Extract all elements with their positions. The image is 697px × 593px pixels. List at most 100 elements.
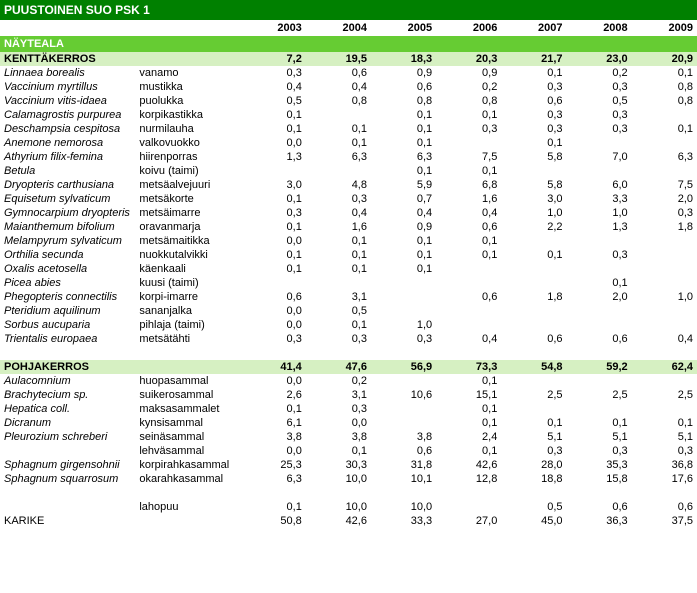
table-row: Sphagnum squarrosumokarahkasammal6,310,0…	[0, 472, 697, 486]
value-cell: 0,1	[371, 248, 436, 262]
value-cell: 0,1	[371, 136, 436, 150]
value-cell: 10,0	[371, 500, 436, 514]
finnish-name: metsäkorte	[135, 192, 240, 206]
table-row: Gymnocarpium dryopterismetsäimarre0,30,4…	[0, 206, 697, 220]
scientific-name: Deschampsia cespitosa	[0, 122, 135, 136]
value-cell	[632, 262, 697, 276]
pohjakerros-summary: POHJAKERROS41,447,656,973,354,859,262,4	[0, 360, 697, 374]
value-cell: 0,3	[501, 122, 566, 136]
data-table: PUUSTOINEN SUO PSK 120032004200520062007…	[0, 0, 697, 528]
finnish-name: sananjalka	[135, 304, 240, 318]
table-row: Vaccinium vitis-idaeapuolukka0,50,80,80,…	[0, 94, 697, 108]
value-cell: 0,3	[241, 206, 306, 220]
scientific-name: Sorbus aucuparia	[0, 318, 135, 332]
value-cell	[436, 276, 501, 290]
value-cell: 5,1	[501, 430, 566, 444]
value-cell: 6,8	[436, 178, 501, 192]
scientific-name: Pteridium aquilinum	[0, 304, 135, 318]
value-cell: 42,6	[306, 514, 371, 528]
value-cell: 0,6	[371, 444, 436, 458]
finnish-name: korpi-imarre	[135, 290, 240, 304]
table-row: Maianthemum bifoliumoravanmarja0,11,60,9…	[0, 220, 697, 234]
value-cell: 0,1	[241, 220, 306, 234]
scientific-name: Vaccinium vitis-idaea	[0, 94, 135, 108]
value-cell: 1,0	[371, 318, 436, 332]
value-cell: 1,3	[241, 150, 306, 164]
value-cell: 0,1	[371, 234, 436, 248]
value-cell: 7,5	[632, 178, 697, 192]
value-cell: 0,1	[436, 108, 501, 122]
value-cell: 1,8	[632, 220, 697, 234]
value-cell: 33,3	[371, 514, 436, 528]
value-cell: 7,5	[436, 150, 501, 164]
value-cell	[632, 318, 697, 332]
value-cell	[567, 402, 632, 416]
value-cell: 3,0	[241, 178, 306, 192]
value-cell: 0,1	[567, 276, 632, 290]
value-cell: 0,4	[436, 332, 501, 346]
value-cell: 0,1	[306, 262, 371, 276]
value-cell: 0,5	[306, 304, 371, 318]
year-col: 2005	[371, 20, 436, 36]
value-cell	[436, 136, 501, 150]
value-cell: 5,8	[501, 150, 566, 164]
value-cell	[632, 248, 697, 262]
value-cell: 2,0	[567, 290, 632, 304]
year-col: 2006	[436, 20, 501, 36]
table-row: Athyrium filix-feminahiirenporras1,36,36…	[0, 150, 697, 164]
value-cell: 6,3	[306, 150, 371, 164]
value-cell: 0,0	[241, 444, 306, 458]
value-cell: 2,5	[501, 388, 566, 402]
value-cell: 1,6	[436, 192, 501, 206]
value-cell: 15,1	[436, 388, 501, 402]
scientific-name: Sphagnum girgensohnii	[0, 458, 135, 472]
value-cell: 5,1	[632, 430, 697, 444]
finnish-name: hiirenporras	[135, 150, 240, 164]
scientific-name: Aulacomnium	[0, 374, 135, 388]
table-row: lehväsammal0,00,10,60,10,30,30,3	[0, 444, 697, 458]
finnish-name: suikerosammal	[135, 388, 240, 402]
table-row: Pteridium aquilinumsananjalka0,00,5	[0, 304, 697, 318]
value-cell: 0,6	[371, 80, 436, 94]
value-cell: 0,3	[632, 444, 697, 458]
value-cell: 0,6	[436, 290, 501, 304]
value-cell: 0,0	[241, 136, 306, 150]
table-row: Linnaea borealisvanamo0,30,60,90,90,10,2…	[0, 66, 697, 80]
value-cell	[371, 402, 436, 416]
value-cell: 0,3	[501, 444, 566, 458]
value-cell: 0,1	[241, 262, 306, 276]
value-cell: 36,3	[567, 514, 632, 528]
value-cell	[371, 290, 436, 304]
value-cell: 10,6	[371, 388, 436, 402]
table-row: Brachytecium sp.suikerosammal2,63,110,61…	[0, 388, 697, 402]
finnish-name: vanamo	[135, 66, 240, 80]
value-cell: 0,3	[436, 122, 501, 136]
finnish-name: kuusi (taimi)	[135, 276, 240, 290]
value-cell: 0,2	[306, 374, 371, 388]
value-cell: 0,9	[371, 66, 436, 80]
scientific-name: Linnaea borealis	[0, 66, 135, 80]
value-cell	[501, 262, 566, 276]
value-cell: 37,5	[632, 514, 697, 528]
value-cell: 4,8	[306, 178, 371, 192]
value-cell: 0,3	[241, 66, 306, 80]
value-cell: 2,0	[632, 192, 697, 206]
value-cell: 0,7	[371, 192, 436, 206]
value-cell: 1,8	[501, 290, 566, 304]
value-cell: 3,0	[501, 192, 566, 206]
value-cell: 0,3	[567, 80, 632, 94]
value-cell: 0,3	[306, 192, 371, 206]
year-col: 2008	[567, 20, 632, 36]
value-cell: 1,3	[567, 220, 632, 234]
value-cell	[371, 304, 436, 318]
table-row: Vaccinium myrtillusmustikka0,40,40,60,20…	[0, 80, 697, 94]
value-cell: 1,0	[632, 290, 697, 304]
value-cell: 0,0	[241, 318, 306, 332]
value-cell: 0,3	[567, 248, 632, 262]
value-cell: 0,3	[306, 332, 371, 346]
finnish-name: oravanmarja	[135, 220, 240, 234]
table-row: Betulakoivu (taimi)0,10,1	[0, 164, 697, 178]
scientific-name: Equisetum sylvaticum	[0, 192, 135, 206]
value-cell: 2,2	[501, 220, 566, 234]
scientific-name: Phegopteris connectilis	[0, 290, 135, 304]
